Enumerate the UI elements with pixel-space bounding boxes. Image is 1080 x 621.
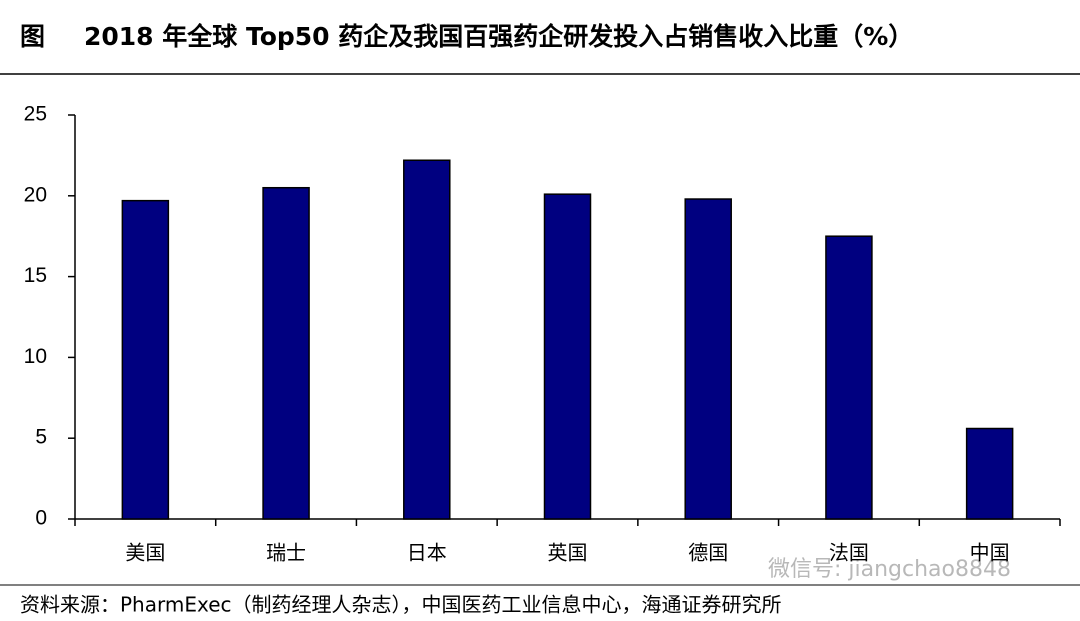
figure-label: 图 [20,22,45,51]
x-tick-label: 日本 [407,541,447,565]
bar [825,235,873,520]
x-tick-label: 德国 [688,541,728,565]
y-tick-label: 10 [24,345,47,368]
bar [684,198,732,520]
y-tick-label: 15 [24,264,47,287]
bar [262,186,310,520]
y-tick-label: 0 [35,507,47,530]
x-tick-label: 瑞士 [266,541,306,565]
x-tick-label: 美国 [125,541,165,565]
y-tick-label: 20 [24,183,47,206]
source: 资料来源：PharmExec（制药经理人杂志），中国医药工业信息中心，海通证券研… [20,593,782,617]
watermark: 微信号: jiangchao8848 [768,557,1011,582]
y-tick-label: 25 [24,103,47,126]
bar [121,199,170,520]
x-tick-label: 英国 [548,541,588,565]
bar [403,159,451,520]
bar [543,193,592,520]
x-tick-label: 法国 [829,541,869,565]
bar [965,427,1014,520]
chart-title: 2018 年全球 Top50 药企及我国百强药企研发投入占销售收入比重（%） [84,22,913,51]
y-tick-label: 5 [35,426,47,449]
x-tick-label: 中国 [970,541,1010,565]
